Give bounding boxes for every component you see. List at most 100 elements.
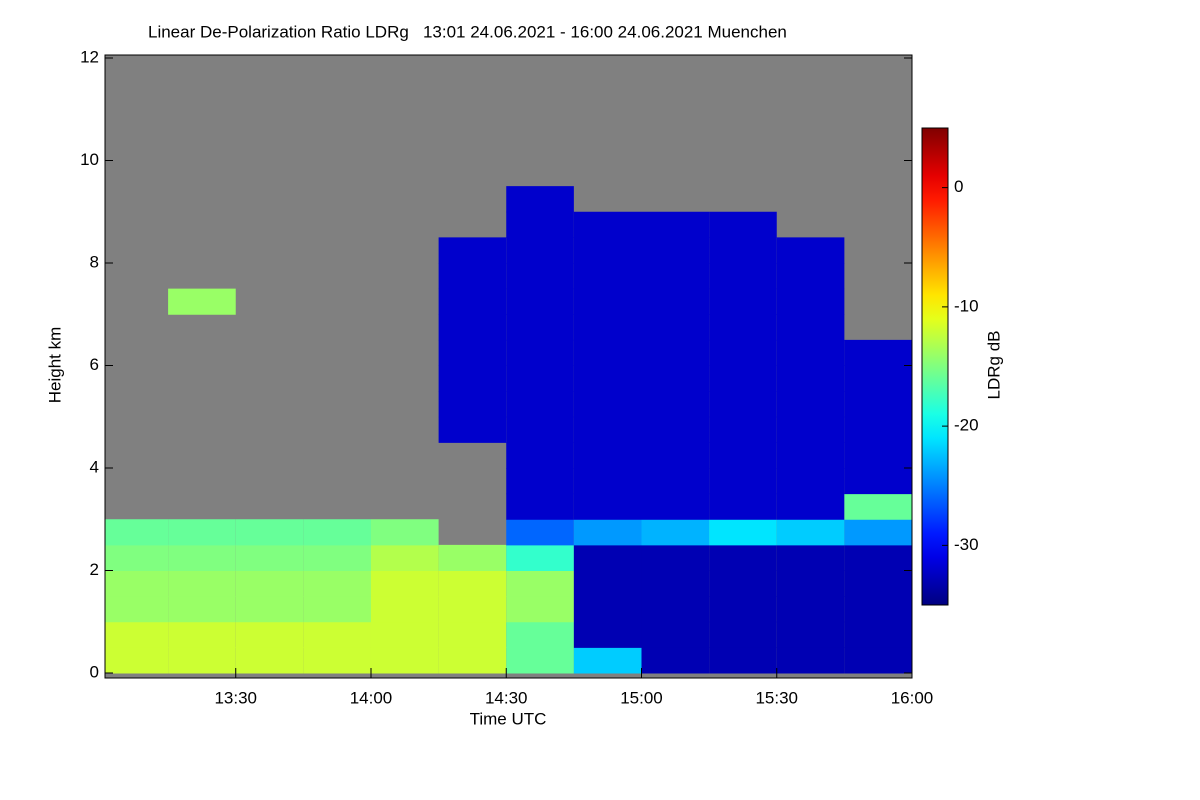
heatmap-cell: [506, 621, 574, 648]
heatmap-cell: [844, 391, 912, 418]
heatmap-cell: [168, 621, 236, 648]
heatmap-cell: [776, 365, 845, 392]
heatmap-cell: [506, 544, 574, 571]
heatmap-cell: [776, 621, 845, 648]
heatmap-cell: [573, 596, 642, 623]
heatmap-cell: [303, 544, 371, 571]
heatmap-cell: [641, 544, 710, 571]
heatmap-cell: [438, 621, 507, 648]
heatmap-cell: [573, 493, 642, 520]
heatmap-cell: [573, 570, 642, 597]
x-tick-label: 14:30: [485, 688, 528, 707]
heatmap-cell: [844, 493, 912, 520]
heatmap-cell: [506, 237, 574, 264]
x-tick-label: 16:00: [891, 688, 934, 707]
heatmap-cell: [709, 519, 777, 546]
y-tick-label: 2: [90, 560, 99, 579]
heatmap-cell: [776, 339, 845, 366]
heatmap-cell: [506, 263, 574, 290]
heatmap-cell: [105, 647, 169, 674]
heatmap-cell: [709, 391, 777, 418]
heatmap-cell: [641, 519, 710, 546]
heatmap-cell: [303, 519, 371, 546]
heatmap-cell: [709, 442, 777, 469]
x-tick-label: 14:00: [350, 688, 393, 707]
heatmap-cell: [641, 391, 710, 418]
heatmap-cell: [709, 647, 777, 674]
heatmap-cell: [506, 519, 574, 546]
heatmap-cell: [573, 416, 642, 443]
heatmap-cell: [641, 365, 710, 392]
heatmap-cell: [844, 339, 912, 366]
heatmap-cell: [641, 596, 710, 623]
heatmap-cell: [573, 544, 642, 571]
heatmap-cell: [506, 442, 574, 469]
heatmap-cell: [506, 365, 574, 392]
heatmap-cell: [776, 647, 845, 674]
heatmap-cell: [776, 391, 845, 418]
heatmap-cell: [438, 314, 507, 341]
heatmap-cell: [168, 519, 236, 546]
heatmap-cell: [776, 288, 845, 315]
heatmap-cell: [844, 442, 912, 469]
heatmap-cell: [105, 544, 169, 571]
heatmap-cell: [168, 596, 236, 623]
heatmap-cell: [709, 621, 777, 648]
heatmap-cell: [438, 288, 507, 315]
heatmap-cell: [776, 416, 845, 443]
heatmap-cell: [776, 519, 845, 546]
heatmap-cell: [573, 314, 642, 341]
heatmap-cell: [573, 288, 642, 315]
heatmap-cell: [303, 621, 371, 648]
heatmap-cell: [168, 570, 236, 597]
heatmap-cell: [776, 544, 845, 571]
x-axis-label: Time UTC: [470, 709, 547, 728]
heatmap-cell: [506, 288, 574, 315]
heatmap-cell: [370, 544, 439, 571]
heatmap-cell: [641, 237, 710, 264]
heatmap-cell: [844, 519, 912, 546]
heatmap-cell: [641, 263, 710, 290]
heatmap-cell: [235, 544, 304, 571]
heatmap-cell: [235, 519, 304, 546]
heatmap-cell: [573, 647, 642, 674]
heatmap-cell: [844, 468, 912, 495]
heatmap-cell: [370, 647, 439, 674]
heatmap-cell: [776, 596, 845, 623]
x-tick-label: 15:00: [620, 688, 663, 707]
heatmap-cell: [641, 570, 710, 597]
heatmap-cell: [709, 288, 777, 315]
heatmap-cell: [573, 621, 642, 648]
heatmap-cell: [709, 468, 777, 495]
heatmap-cell: [709, 365, 777, 392]
x-tick-label: 15:30: [755, 688, 798, 707]
heatmap-cell: [641, 416, 710, 443]
heatmap-cell: [641, 442, 710, 469]
heatmap-cell: [641, 647, 710, 674]
heatmap-cell: [641, 314, 710, 341]
heatmap-cell: [709, 211, 777, 238]
heatmap-cell: [844, 647, 912, 674]
colorbar-tick-label: -20: [954, 416, 979, 435]
heatmap-cell: [573, 468, 642, 495]
y-tick-label: 4: [90, 457, 99, 476]
heatmap-cell: [303, 596, 371, 623]
heatmap-cell: [573, 442, 642, 469]
heatmap-cell: [506, 314, 574, 341]
heatmap-cell: [573, 237, 642, 264]
colorbar-label: LDRg dB: [984, 331, 1003, 400]
heatmap-cell: [506, 596, 574, 623]
heatmap-cell: [506, 391, 574, 418]
heatmap-cell: [776, 237, 845, 264]
heatmap-cell: [776, 468, 845, 495]
colorbar-tick-label: -10: [954, 296, 979, 315]
y-tick-label: 12: [80, 47, 99, 66]
heatmap-cell: [709, 263, 777, 290]
heatmap-cell: [438, 544, 507, 571]
heatmap-cell: [438, 365, 507, 392]
heatmap-cell: [709, 339, 777, 366]
y-tick-label: 0: [90, 662, 99, 681]
heatmap-cell: [303, 570, 371, 597]
heatmap-cell: [844, 365, 912, 392]
